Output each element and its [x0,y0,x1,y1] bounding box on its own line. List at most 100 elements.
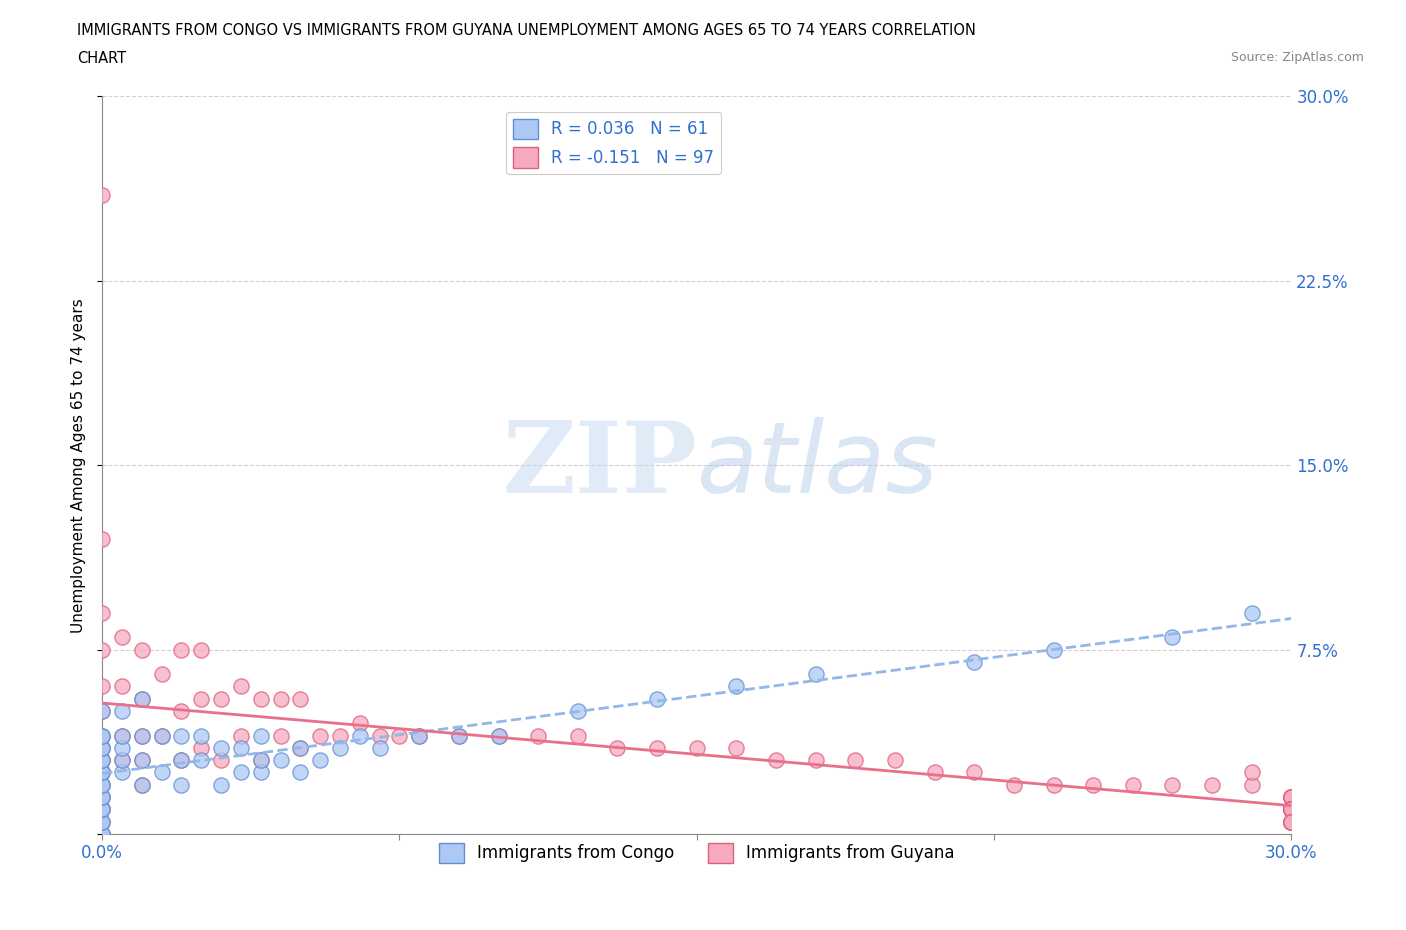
Point [131,691,153,706]
Point [408,728,430,743]
Point [190,728,212,743]
Point [1279,814,1302,829]
Point [150,728,173,743]
Point [249,752,271,767]
Point [1279,802,1302,817]
Point [170,642,193,657]
Point [170,752,193,767]
Point [91,740,114,755]
Text: ZIP: ZIP [502,417,697,513]
Point [111,679,134,694]
Point [725,679,748,694]
Point [190,740,212,755]
Point [111,728,134,743]
Point [91,752,114,767]
Point [150,667,173,682]
Point [111,752,134,767]
Point [924,765,946,780]
Point [111,752,134,767]
Point [131,642,153,657]
Point [91,740,114,755]
Point [111,630,134,644]
Point [488,728,510,743]
Point [290,740,312,755]
Point [1279,802,1302,817]
Point [1081,777,1104,792]
Point [1279,814,1302,829]
Point [844,752,866,767]
Point [91,765,114,780]
Point [1279,790,1302,804]
Point [91,814,114,829]
Point [91,605,114,620]
Point [229,765,252,780]
Point [1279,802,1302,817]
Point [91,703,114,718]
Point [963,655,986,670]
Point [804,752,827,767]
Point [91,187,114,202]
Point [1042,777,1064,792]
Point [1279,790,1302,804]
Point [686,740,709,755]
Point [131,752,153,767]
Point [1122,777,1144,792]
Point [1240,765,1263,780]
Point [329,728,352,743]
Point [368,728,391,743]
Point [91,740,114,755]
Point [270,728,292,743]
Point [91,790,114,804]
Point [91,728,114,743]
Point [270,752,292,767]
Point [170,752,193,767]
Point [1279,790,1302,804]
Point [1279,814,1302,829]
Point [447,728,470,743]
Point [91,814,114,829]
Point [91,728,114,743]
Y-axis label: Unemployment Among Ages 65 to 74 years: Unemployment Among Ages 65 to 74 years [72,298,86,632]
Point [606,740,628,755]
Point [1279,802,1302,817]
Point [150,765,173,780]
Point [190,642,212,657]
Point [91,802,114,817]
Point [91,802,114,817]
Text: IMMIGRANTS FROM CONGO VS IMMIGRANTS FROM GUYANA UNEMPLOYMENT AMONG AGES 65 TO 74: IMMIGRANTS FROM CONGO VS IMMIGRANTS FROM… [77,23,976,38]
Point [290,740,312,755]
Point [1279,802,1302,817]
Point [1002,777,1025,792]
Point [131,777,153,792]
Point [1279,790,1302,804]
Text: atlas: atlas [697,417,938,513]
Point [1279,802,1302,817]
Point [270,691,292,706]
Point [111,703,134,718]
Point [349,716,371,731]
Point [963,765,986,780]
Point [1201,777,1223,792]
Point [91,728,114,743]
Point [1279,814,1302,829]
Point [131,691,153,706]
Point [388,728,411,743]
Point [170,703,193,718]
Point [209,777,232,792]
Point [91,777,114,792]
Point [290,691,312,706]
Point [290,765,312,780]
Point [91,752,114,767]
Point [567,703,589,718]
Point [645,691,668,706]
Point [1279,802,1302,817]
Point [329,740,352,755]
Point [1279,802,1302,817]
Point [249,765,271,780]
Point [91,752,114,767]
Point [170,777,193,792]
Point [804,667,827,682]
Legend: Immigrants from Congo, Immigrants from Guyana: Immigrants from Congo, Immigrants from G… [432,836,962,870]
Point [309,728,332,743]
Point [91,802,114,817]
